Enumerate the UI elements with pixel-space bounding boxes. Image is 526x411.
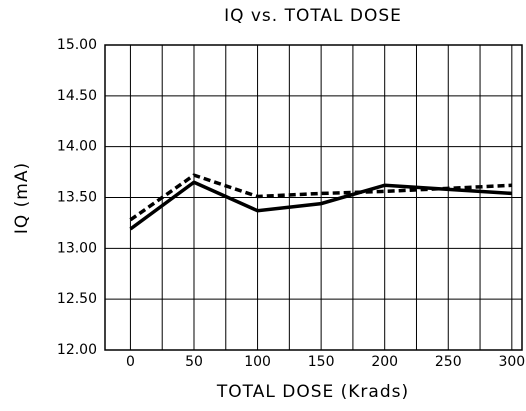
y-tick-label: 12.00 xyxy=(57,342,97,358)
chart-title: IQ vs. TOTAL DOSE xyxy=(224,6,402,26)
y-tick-label: 12.50 xyxy=(57,291,97,307)
x-tick-label: 250 xyxy=(435,354,462,370)
x-tick-label: 300 xyxy=(498,354,525,370)
x-axis-label: TOTAL DOSE (Krads) xyxy=(216,382,409,402)
x-tick-label: 0 xyxy=(126,354,135,370)
y-tick-label: 14.50 xyxy=(57,88,97,104)
y-tick-label: 13.00 xyxy=(57,240,97,256)
y-tick-label: 14.00 xyxy=(57,139,97,155)
y-tick-label: 13.50 xyxy=(57,190,97,206)
x-tick-label: 150 xyxy=(308,354,335,370)
data-line xyxy=(129,173,512,222)
y-axis-label: IQ (mA) xyxy=(12,162,32,234)
x-tick-label: 200 xyxy=(371,354,398,370)
x-tick-label: 100 xyxy=(244,354,271,370)
x-tick-label: 50 xyxy=(185,354,203,370)
y-tick-label: 15.00 xyxy=(57,37,97,53)
